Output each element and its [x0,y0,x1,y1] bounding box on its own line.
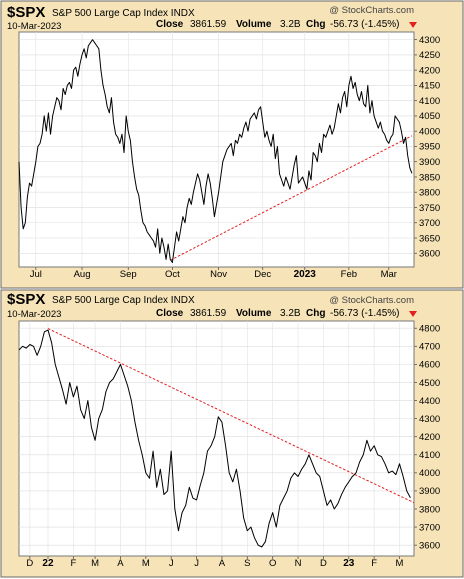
trendline [47,328,415,504]
x-tick-label: D [320,558,327,569]
x-tick-label: O [269,558,276,569]
y-tick-label: 4100 [419,96,440,107]
y-tick-label: 4200 [419,65,440,76]
x-tick-label: D [26,558,33,569]
y-tick-label: 4300 [419,35,440,46]
volume-value: 3.2B [280,308,301,319]
x-tick-label: N [295,558,302,569]
x-tick-label: F [371,558,377,569]
y-tick-label: 4500 [419,378,440,389]
chart-panel-top: $SPX S&P 500 Large Cap Index INDX @ Stoc… [0,0,464,289]
x-tick-label: Nov [210,269,227,280]
chart-symbol: $SPX [7,291,45,308]
x-tick-label: Sep [120,269,137,280]
y-tick-label: 3750 [419,203,440,214]
y-tick-label: 3800 [419,188,440,199]
x-tick-label: Oct [165,269,180,280]
panel-background [0,0,464,289]
chart-description: S&P 500 Large Cap Index INDX [52,8,195,19]
y-tick-label: 4250 [419,50,440,61]
x-tick-label: 2023 [294,269,317,280]
y-tick-label: 4300 [419,414,440,425]
y-tick-label: 4200 [419,432,440,443]
x-tick-label: Dec [254,269,271,280]
down-arrow-icon [409,22,417,28]
y-tick-label: 3600 [419,249,440,260]
x-tick-label: A [117,558,124,569]
x-tick-label: Feb [341,269,357,280]
watermark: @ StockCharts.com [329,5,414,16]
y-tick-label: 3900 [419,157,440,168]
plot-area [18,31,415,268]
close-value: 3861.59 [190,308,227,319]
y-tick-label: 3800 [419,504,440,515]
trendline [170,135,413,261]
x-tick-label: M [91,558,99,569]
y-tick-label: 4000 [419,468,440,479]
y-tick-label: 4700 [419,342,440,353]
x-tick-label: J [194,558,199,569]
close-label: Close [156,308,184,319]
chg-label: Chg [306,19,325,30]
plot-area [18,320,415,557]
price-line [18,329,411,548]
y-tick-label: 3700 [419,522,440,533]
y-tick-label: 3700 [419,218,440,229]
y-tick-label: 3650 [419,233,440,244]
y-tick-label: 4150 [419,81,440,92]
chart-description: S&P 500 Large Cap Index INDX [52,295,195,306]
down-arrow-icon [409,311,417,317]
y-tick-label: 3850 [419,172,440,183]
volume-label: Volume [236,308,272,319]
watermark: @ StockCharts.com [329,295,414,306]
close-label: Close [156,19,184,30]
y-tick-label: 3950 [419,142,440,153]
panel-background [0,289,464,578]
y-tick-label: 3900 [419,486,440,497]
x-tick-label: Aug [74,269,91,280]
x-tick-label: Jul [30,269,42,280]
price-line [18,39,413,263]
y-tick-label: 3600 [419,540,440,551]
chart-date: 10-Mar-2023 [7,21,61,32]
chart-symbol: $SPX [7,4,45,21]
y-tick-label: 4100 [419,450,440,461]
x-tick-label: 22 [42,558,54,569]
chg-label: Chg [306,308,325,319]
close-value: 3861.59 [190,19,227,30]
volume-value: 3.2B [280,19,301,30]
chg-value: -56.73 (-1.45%) [330,19,399,30]
x-tick-label: M [396,558,404,569]
volume-label: Volume [236,19,272,30]
chart-panel-bottom: $SPX S&P 500 Large Cap Index INDX @ Stoc… [0,289,464,578]
x-tick-label: 23 [343,558,355,569]
x-tick-label: Mar [381,269,397,280]
y-tick-label: 4800 [419,324,440,335]
x-tick-label: M [142,558,150,569]
y-tick-label: 4400 [419,396,440,407]
chg-value: -56.73 (-1.45%) [330,308,399,319]
y-tick-label: 4600 [419,360,440,371]
x-tick-label: A [219,558,226,569]
chart-date: 10-Mar-2023 [7,309,61,320]
x-tick-label: J [169,558,174,569]
y-tick-label: 4000 [419,126,440,137]
x-tick-label: S [244,558,250,569]
x-tick-label: F [70,558,76,569]
y-tick-label: 4050 [419,111,440,122]
